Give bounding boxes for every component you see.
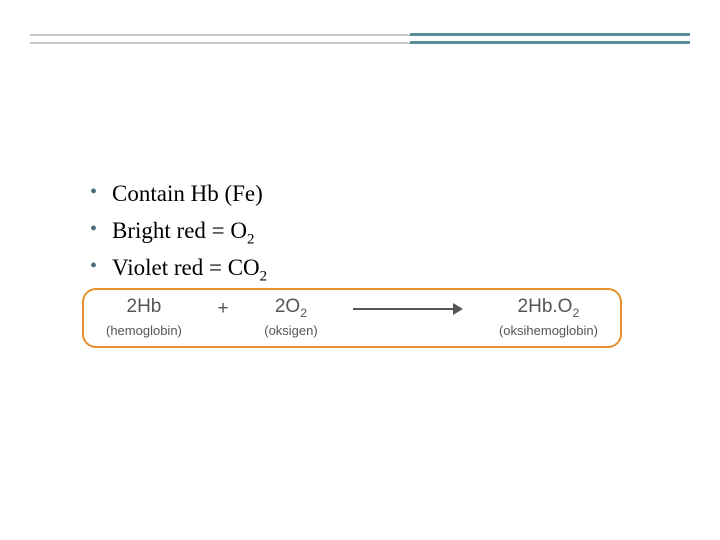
equation-term: 2Hb.O2 (oksihemoglobin) (499, 296, 598, 338)
arrow-head (453, 303, 463, 315)
equation-term-caption: (oksihemoglobin) (499, 323, 598, 338)
bullet-text-pre: Bright red = O (112, 218, 247, 243)
eq-main-sub: 2 (572, 306, 579, 320)
equation-arrow-icon (353, 302, 463, 316)
eq-main-pre: 2O (275, 296, 300, 317)
bullet-text-pre: Violet red = CO (112, 255, 260, 280)
bullet-item: Bright red = O2 (90, 215, 267, 250)
equation-term-caption: (oksigen) (264, 323, 317, 338)
bullet-text-pre: Contain Hb (Fe) (112, 181, 263, 206)
equation-term: 2Hb (hemoglobin) (106, 296, 182, 338)
eq-main-pre: 2Hb.O (518, 296, 573, 317)
equation-term-main: 2O2 (275, 296, 307, 321)
eq-main-sub: 2 (300, 306, 307, 320)
bullet-item: Contain Hb (Fe) (90, 178, 267, 213)
equation-term-caption: (hemoglobin) (106, 323, 182, 338)
eq-main-pre: 2Hb (127, 296, 162, 317)
equation-term-main: 2Hb (127, 296, 162, 321)
equation-term-main: 2Hb.O2 (518, 296, 580, 321)
bullet-text-sub: 2 (260, 268, 267, 284)
bullet-list: Contain Hb (Fe) Bright red = O2 Violet r… (50, 178, 267, 288)
equation-term: 2O2 (oksigen) (264, 296, 317, 338)
equation-box: 2Hb (hemoglobin) + 2O2 (oksigen) 2Hb.O2 … (82, 288, 622, 348)
equation-wrap: 2Hb (hemoglobin) + 2O2 (oksigen) 2Hb.O2 … (82, 288, 622, 348)
equation-plus: + (218, 296, 229, 320)
bullet-item: Violet red = CO2 (90, 252, 267, 287)
rule-accent-upper (410, 33, 690, 36)
top-rule (30, 34, 690, 46)
bullet-text-sub: 2 (247, 231, 254, 247)
arrow-shaft (353, 308, 455, 310)
rule-accent-lower (410, 41, 690, 44)
